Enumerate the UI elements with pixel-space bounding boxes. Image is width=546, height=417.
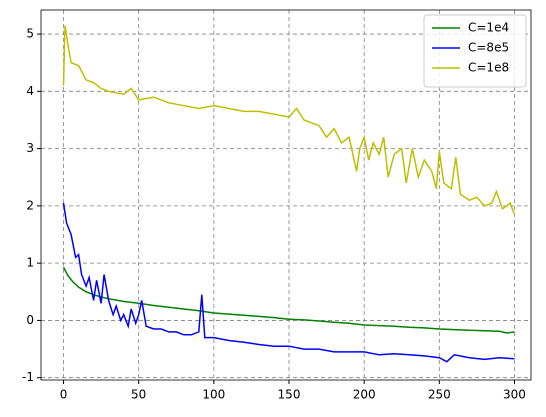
- legend-box: [423, 14, 527, 88]
- y-tick-label: 4: [26, 84, 34, 98]
- x-tick-label: 150: [278, 388, 301, 402]
- series-line: [62, 202, 515, 363]
- y-tick-label: 5: [26, 27, 34, 41]
- plot-frame: [40, 9, 532, 381]
- series-line: [62, 25, 516, 215]
- x-tick-label: 200: [353, 388, 376, 402]
- y-tick-label: 3: [26, 141, 34, 155]
- y-tick-label: 1: [26, 256, 34, 270]
- x-tick-label: 50: [131, 388, 146, 402]
- y-tick-label: 0: [26, 313, 34, 327]
- legend-label: C=8e5: [468, 41, 509, 55]
- legend-label: C=1e4: [468, 21, 509, 35]
- y-tick-label: -1: [22, 370, 34, 384]
- y-tick-label: 2: [26, 198, 34, 212]
- legend-label: C=1e8: [468, 61, 509, 75]
- x-tick-label: 0: [60, 388, 68, 402]
- x-tick-label: 100: [202, 388, 225, 402]
- x-tick-label: 250: [428, 388, 451, 402]
- x-tick-label: 300: [503, 388, 526, 402]
